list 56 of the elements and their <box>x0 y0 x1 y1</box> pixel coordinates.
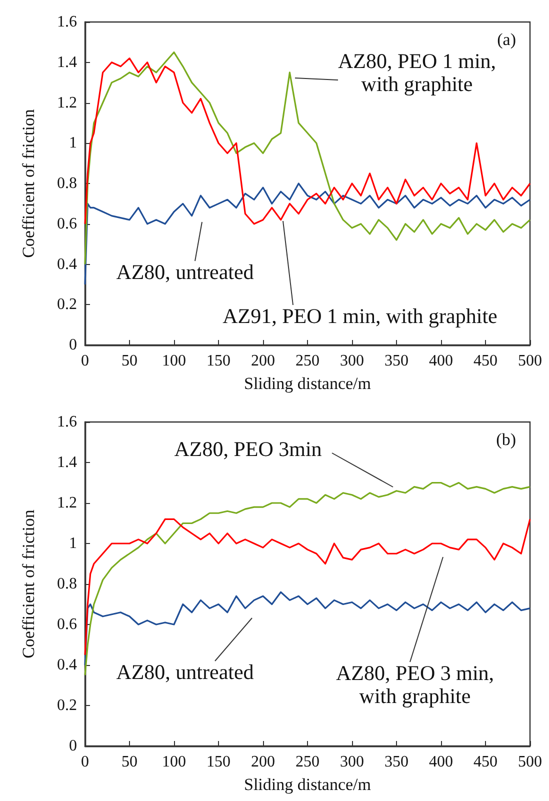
x-tick-label: 400 <box>429 754 453 770</box>
x-tick-label: 250 <box>296 754 320 770</box>
y-tick-label: 1.6 <box>57 414 77 430</box>
x-tick-label: 450 <box>474 754 498 770</box>
y-axis-title: Coefficient of friction <box>19 108 38 258</box>
text: (a) <box>497 30 516 49</box>
y-tick-label: 1.2 <box>57 94 77 112</box>
x-tick-label: 250 <box>296 352 320 370</box>
y-tick-label: 0.8 <box>57 175 77 192</box>
text: AZ80, PEO 3 min, with graphite <box>334 661 496 708</box>
y-tick-label: 0.6 <box>57 215 77 232</box>
series-label: AZ80, PEO 3min <box>173 437 323 461</box>
y-tick-label: 1 <box>69 535 77 552</box>
line-series <box>84 591 531 666</box>
x-tick-label: 0 <box>81 352 89 370</box>
x-tick-label: 300 <box>340 754 364 770</box>
x-tick-label: 400 <box>429 352 453 370</box>
y-tick-label: 1.4 <box>57 454 77 471</box>
x-tick-label: 500 <box>518 754 542 770</box>
line-series <box>84 518 531 656</box>
line-series <box>84 51 531 266</box>
x-tick-label: 150 <box>206 352 230 370</box>
x-tick-label: 350 <box>384 352 408 370</box>
x-tick-label: 200 <box>251 754 275 770</box>
y-axis-title: Coefficient of friction <box>19 509 38 658</box>
y-tick-label: 0 <box>69 336 77 354</box>
line-series <box>84 182 531 286</box>
x-tick-label: 50 <box>122 754 138 770</box>
x-tick-label: 0 <box>81 754 89 770</box>
y-tick-label: 0.4 <box>57 656 77 674</box>
text: (b) <box>496 430 516 449</box>
x-tick-label: 100 <box>162 352 186 370</box>
x-axis-title: Sliding distance/m <box>244 775 372 794</box>
y-tick-label: 1.6 <box>57 14 77 30</box>
y-tick-label: 0.8 <box>57 576 77 592</box>
y-tick-label: 0.2 <box>57 296 77 314</box>
y-tick-label: 0.2 <box>57 697 77 714</box>
x-tick-label: 150 <box>206 754 230 770</box>
x-axis-title: Sliding distance/m <box>244 374 372 393</box>
text: AZ91, PEO 1 min, with graphite <box>222 304 498 328</box>
y-tick-label: 0.6 <box>57 616 77 633</box>
x-tick-label: 100 <box>162 754 186 770</box>
x-tick-label: 500 <box>518 352 542 370</box>
y-tick-label: 1.4 <box>57 54 77 71</box>
x-tick-label: 200 <box>251 352 275 370</box>
x-tick-label: 350 <box>384 754 408 770</box>
text: AZ80, PEO 1 min, with graphite <box>336 49 498 96</box>
y-tick-label: 1.2 <box>57 494 77 512</box>
x-tick-label: 450 <box>474 352 498 370</box>
series-label: AZ80, untreated <box>115 660 255 684</box>
x-tick-label: 50 <box>122 352 138 370</box>
x-tick-label: 300 <box>340 352 364 370</box>
y-tick-label: 0.4 <box>57 256 77 273</box>
y-tick-label: 1 <box>69 134 77 152</box>
series-label: AZ80, untreated <box>115 260 255 284</box>
y-tick-label: 0 <box>69 738 77 754</box>
